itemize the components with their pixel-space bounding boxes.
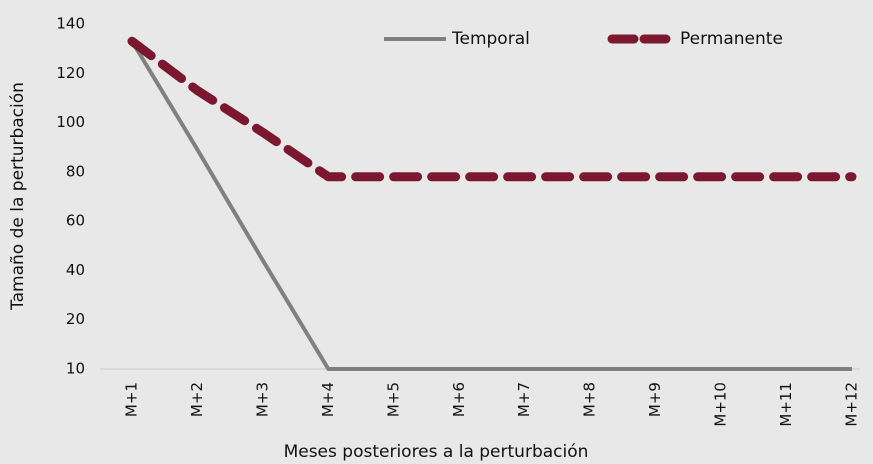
y-tick-label: 60 <box>66 212 85 230</box>
x-tick-label: M+7 <box>515 382 533 417</box>
legend-label: Temporal <box>451 29 530 49</box>
y-tick-label: 120 <box>56 64 85 82</box>
x-tick-label: M+1 <box>123 382 141 417</box>
x-tick-label: M+3 <box>253 382 271 417</box>
x-tick-label: M+5 <box>384 382 402 417</box>
y-axis-title: Tamaño de la perturbación <box>8 82 28 311</box>
y-tick-label: 10 <box>66 360 85 378</box>
y-tick-label: 80 <box>66 162 85 180</box>
x-tick-label: M+8 <box>581 382 599 417</box>
x-tick-label: M+4 <box>319 382 337 417</box>
y-tick-label: 100 <box>56 113 85 131</box>
y-tick-label: 20 <box>66 310 85 328</box>
x-tick-label: M+9 <box>646 382 664 417</box>
x-axis-title: Meses posteriores a la perturbación <box>284 442 589 462</box>
series-line <box>130 40 852 371</box>
series-line <box>127 36 857 182</box>
x-tick-label: M+10 <box>712 382 730 427</box>
x-tick-label: M+2 <box>188 382 206 417</box>
legend-label: Permanente <box>680 29 783 49</box>
x-tick-label: M+11 <box>777 382 795 427</box>
y-tick-label: 40 <box>66 261 85 279</box>
y-tick-label: 140 <box>56 15 85 33</box>
x-tick-label: M+12 <box>843 382 861 427</box>
x-tick-label: M+6 <box>450 382 468 417</box>
